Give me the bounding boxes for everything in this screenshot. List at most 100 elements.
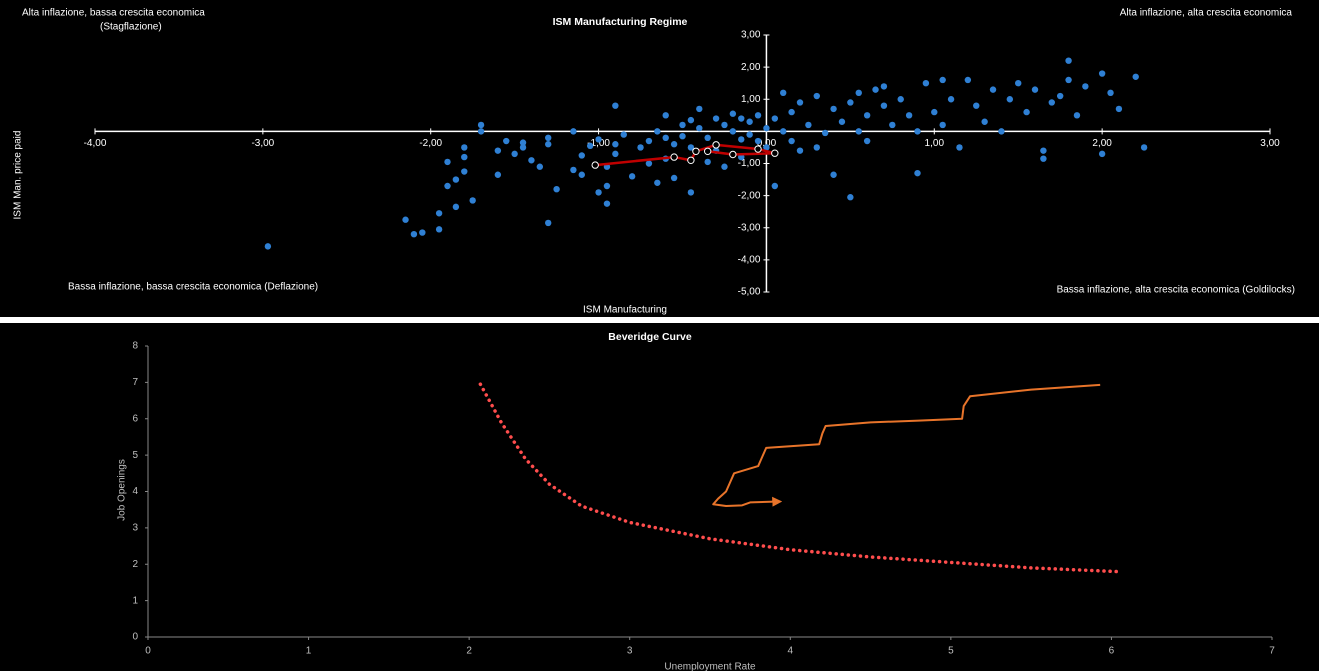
x-tick-label: 4 [788,646,794,657]
line-series [478,382,1118,574]
scatter-point [813,144,820,151]
scatter-point [494,147,502,154]
scatter-point [746,131,753,138]
line-marker [591,161,599,169]
scatter-point [989,86,997,93]
scatter-point [947,96,955,103]
y-axis-label: ISM Man. price paid [13,131,24,220]
scatter-point [679,121,686,129]
scatter-point [612,102,619,109]
scatter-point [931,108,938,116]
line-marker [754,145,762,153]
scatter-point [595,136,602,143]
scatter-point [1023,108,1030,116]
scatter-point [578,152,585,159]
scatter-point [662,112,669,119]
x-axis-label: ISM Manufacturing [583,305,667,316]
scatter-point [746,118,753,125]
scatter-point [704,158,711,166]
scatter-point [519,139,527,146]
scatter-point [687,116,695,124]
scatter-point [612,150,619,158]
scatter-point [998,128,1005,135]
y-tick-label: 2 [132,559,138,570]
scatter-point [637,144,644,151]
scatter-point [494,171,502,178]
x-tick-label: 3,00 [1260,138,1280,149]
scatter-point [914,128,921,135]
scatter-point [863,137,871,145]
y-tick-label: -1,00 [738,158,761,169]
scatter-point [452,203,460,211]
y-tick-label: 1 [132,595,138,606]
scatter-point [461,153,468,161]
x-tick-label: 3 [627,646,633,657]
scatter-point [696,124,703,132]
scatter-point [696,105,703,113]
scatter-point [813,92,820,100]
scatter-point [419,229,426,236]
scatter-point [612,141,619,148]
scatter-point [754,112,762,119]
scatter-point [763,144,770,151]
scatter-point [1031,86,1039,93]
x-tick-label: -2,00 [419,138,442,149]
scatter-point [511,150,518,158]
y-tick-label: 3 [132,523,138,534]
scatter-point [905,112,913,119]
scatter-point [670,141,678,148]
line-marker [729,150,737,159]
scatter-point [670,174,678,182]
scatter-point [771,115,779,122]
scatter-point [838,118,846,125]
scatter-point [897,96,904,103]
scatter-point [847,99,854,106]
scatter-point [620,131,627,138]
y-tick-label: 4 [132,486,138,497]
scatter-point [1040,147,1047,154]
scatter-point [872,86,879,93]
line-marker [712,141,720,149]
scatter-point [687,144,695,151]
scatter-point [738,115,745,122]
scatter-point [729,128,737,135]
scatter-point [1056,92,1064,100]
scatter-point [402,216,409,223]
y-axis-label: Job Openings [117,459,128,521]
scatter-point [796,99,804,106]
scatter-point [553,186,560,193]
scatter-point [1065,76,1072,84]
x-axis-label: Unemployment Rate [664,662,756,671]
x-tick-label: 1 [306,646,312,657]
scatter-point [1006,96,1014,103]
scatter-point [654,179,661,186]
scatter-point [821,129,829,137]
x-tick-label: 2 [466,646,472,657]
scatter-point [1065,57,1072,64]
x-tick-label: -3,00 [251,138,274,149]
scatter-point [729,110,737,117]
scatter-point [771,182,779,190]
y-tick-label: 3,00 [741,30,761,41]
scatter-point [1040,155,1047,162]
scatter-point [880,102,888,109]
scatter-point [721,163,728,170]
scatter-point [796,147,804,154]
scatter-point [435,210,443,217]
scatter-point [1098,70,1106,77]
scatter-point [956,144,963,151]
scatter-point [1048,99,1055,106]
quadrant-label: Bassa inflazione, bassa crescita economi… [68,282,318,293]
scatter-point [788,137,795,145]
scatter-point [805,121,812,129]
quadrant-label: Bassa inflazione, alta crescita economic… [1057,285,1295,296]
scatter-point [452,176,460,183]
scatter-point [603,200,611,207]
scatter-point [545,141,552,148]
scatter-point [469,197,476,204]
y-tick-label: 8 [132,341,138,352]
y-tick-label: 0 [132,632,138,643]
scatter-point [1098,150,1106,158]
y-tick-label: -2,00 [738,190,761,201]
y-tick-label: 6 [132,413,138,424]
